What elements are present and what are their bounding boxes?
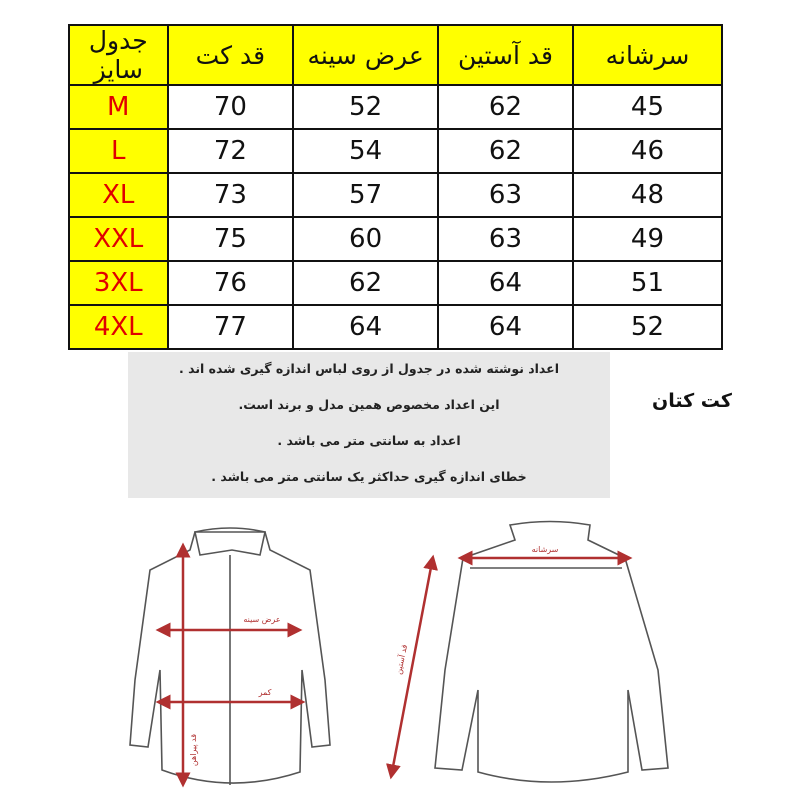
cell-shoulder: 45: [571, 84, 724, 130]
header-size: جدول سایز: [68, 24, 169, 86]
cell-sleeve: 64: [436, 260, 574, 306]
cell-chest: 52: [292, 84, 439, 130]
cell-coat-length: 76: [166, 260, 295, 306]
note-line: این اعداد مخصوص همین مدل و برند است.: [238, 397, 500, 412]
table-row: 45 62 52 70 M: [68, 84, 724, 130]
table-row: 46 62 54 72 L: [68, 128, 724, 174]
cell-sleeve: 62: [436, 128, 574, 174]
cell-shoulder: 46: [571, 128, 724, 174]
header-shoulder: سرشانه: [571, 24, 724, 86]
cell-chest: 54: [292, 128, 439, 174]
back-measure-lines: [386, 550, 633, 780]
cell-shoulder: 49: [571, 216, 724, 262]
header-chest: عرض سینه: [292, 24, 439, 86]
waist-label: کمر: [258, 688, 272, 697]
cell-size: XXL: [68, 216, 169, 262]
cell-coat-length: 75: [166, 216, 295, 262]
cell-size: XL: [68, 172, 169, 218]
note-line: اعداد به سانتی متر می باشد .: [277, 433, 461, 448]
back-shirt-drawing: [434, 520, 669, 783]
cell-sleeve: 64: [436, 304, 574, 350]
length-label: قد پیراهن: [189, 734, 198, 766]
table-row: 51 64 62 76 3XL: [68, 260, 724, 306]
cell-chest: 60: [292, 216, 439, 262]
note-line: خطای اندازه گیری حداکثر یک سانتی متر می …: [211, 469, 527, 484]
cell-size: 3XL: [68, 260, 169, 306]
front-shirt-drawing: [129, 527, 331, 785]
table-row: 48 63 57 73 XL: [68, 172, 724, 218]
cell-shoulder: 48: [571, 172, 724, 218]
cell-chest: 64: [292, 304, 439, 350]
cell-shoulder: 51: [571, 260, 724, 306]
cell-chest: 62: [292, 260, 439, 306]
cell-sleeve: 62: [436, 84, 574, 130]
cell-size: L: [68, 128, 169, 174]
sleeve-label: قد آستین: [393, 643, 409, 675]
cell-shoulder: 52: [571, 304, 724, 350]
cell-coat-length: 77: [166, 304, 295, 350]
table-header-row: سرشانه قد آستین عرض سینه قد کت جدول سایز: [68, 24, 724, 86]
measurement-notes: اعداد نوشته شده در جدول از روی لباس اندا…: [128, 352, 610, 498]
cell-coat-length: 73: [166, 172, 295, 218]
header-sleeve: قد آستین: [436, 24, 574, 86]
shoulder-label: سرشانه: [532, 545, 559, 554]
product-caption: کت کتان: [652, 390, 732, 412]
chest-label: عرض سینه: [243, 615, 280, 624]
cell-size: 4XL: [68, 304, 169, 350]
cell-sleeve: 63: [436, 216, 574, 262]
cell-sleeve: 63: [436, 172, 574, 218]
cell-chest: 57: [292, 172, 439, 218]
header-coat-length: قد کت: [166, 24, 295, 86]
size-table: سرشانه قد آستین عرض سینه قد کت جدول سایز…: [68, 24, 724, 350]
cell-coat-length: 70: [166, 84, 295, 130]
front-measure-lines: [155, 542, 306, 788]
cell-coat-length: 72: [166, 128, 295, 174]
table-row: 49 63 60 75 XXL: [68, 216, 724, 262]
note-line: اعداد نوشته شده در جدول از روی لباس اندا…: [179, 361, 559, 376]
shirt-diagrams: عرض سینه کمر قد پیراهن سرشانه قد آستین: [129, 520, 669, 788]
cell-size: M: [68, 84, 169, 130]
table-row: 52 64 64 77 4XL: [68, 304, 724, 350]
